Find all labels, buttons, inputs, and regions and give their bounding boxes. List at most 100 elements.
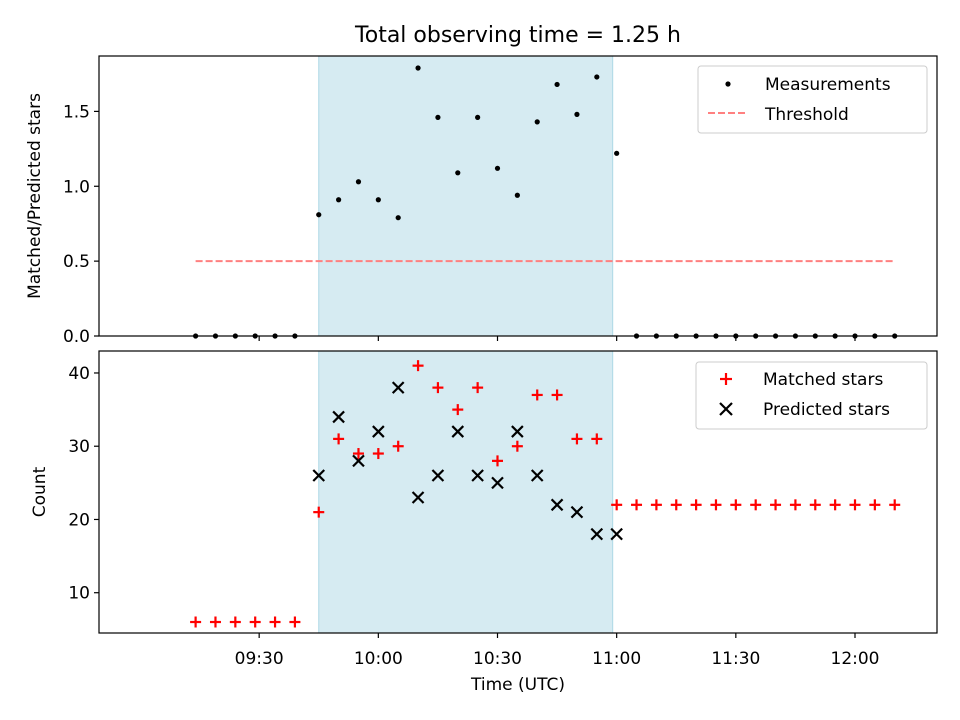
bottom-y-ticks: 10 20 30 40	[68, 364, 99, 604]
top-y-tick-label: 0.5	[63, 252, 90, 272]
predicted-star-point	[411, 491, 425, 504]
bottom-legend-box	[695, 361, 928, 430]
predicted-star-point	[471, 469, 484, 482]
top-legend: Measurements Threshold	[697, 65, 928, 134]
bottom-legend: Matched stars Predicted stars	[695, 361, 928, 430]
top-y-tick-label: 1.0	[63, 177, 90, 197]
legend-threshold-label: Threshold	[764, 105, 849, 125]
measurement-point	[336, 197, 342, 203]
predicted-star-point	[610, 527, 623, 541]
predicted-star-point	[431, 469, 445, 482]
predicted-star-point	[391, 381, 405, 394]
matched-star-point	[249, 616, 261, 628]
legend-matched-label: Matched stars	[763, 370, 883, 390]
predicted-star-point	[511, 425, 524, 438]
measurement-point	[415, 65, 421, 71]
matched-star-point	[829, 499, 841, 511]
measurement-point	[435, 114, 441, 120]
predicted-star-point	[491, 476, 504, 490]
matched-star-point	[313, 506, 325, 518]
x-axis-label: Time (UTC)	[470, 675, 565, 695]
matched-star-point	[849, 499, 861, 511]
bottom-x-tick-label: 11:30	[711, 649, 760, 669]
matched-star-point	[333, 433, 345, 445]
predicted-star-point	[332, 410, 345, 424]
top-y-axis-label: Matched/Predicted stars	[25, 93, 45, 299]
predicted-star-point	[352, 454, 365, 468]
matched-star-point	[269, 616, 281, 628]
matched-star-point	[352, 448, 364, 460]
matched-star-point	[889, 499, 901, 511]
matched-star-point	[789, 499, 801, 511]
predicted-star-point	[530, 469, 544, 482]
bottom-y-axis-label: Count	[30, 466, 50, 517]
measurement-point	[455, 170, 461, 176]
measurement-point	[395, 215, 401, 221]
legend-measurements-label: Measurements	[765, 75, 891, 95]
top-observing-span	[318, 55, 614, 337]
predicted-stars-series	[312, 381, 623, 541]
measurement-point	[534, 119, 540, 125]
top-y-ticks: 0.0 0.5 1.0 1.5	[63, 102, 99, 347]
matched-star-point	[190, 616, 202, 628]
legend-predicted-label: Predicted stars	[763, 400, 890, 420]
predicted-star-point	[372, 425, 385, 438]
bottom-x-tick-label: 10:00	[354, 649, 403, 669]
predicted-star-point	[570, 505, 584, 519]
matched-star-point	[650, 499, 662, 511]
matched-star-point	[551, 389, 563, 401]
matched-star-point	[432, 382, 444, 394]
measurement-point	[475, 114, 481, 120]
bottom-x-tick-label: 11:00	[592, 649, 641, 669]
bottom-y-tick-label: 10	[68, 584, 90, 604]
matched-star-point	[869, 499, 881, 511]
predicted-star-point	[590, 527, 604, 541]
matched-star-point	[229, 616, 241, 628]
measurement-point	[594, 74, 600, 80]
matched-star-point	[492, 455, 503, 467]
matched-stars-series	[190, 360, 901, 628]
matched-star-point	[511, 440, 523, 452]
measurement-point	[514, 192, 520, 198]
measurement-point	[554, 81, 560, 88]
matched-star-point	[209, 616, 221, 628]
matched-star-point	[289, 616, 301, 628]
top-y-tick-label: 0.0	[63, 327, 90, 347]
legend-measurements-marker	[725, 81, 731, 87]
matched-star-point	[571, 433, 583, 445]
chart-title: Total observing time = 1.25 h	[354, 23, 681, 48]
matched-star-point	[631, 499, 643, 511]
matched-star-point	[611, 499, 623, 511]
bottom-y-tick-label: 30	[68, 437, 90, 457]
matched-star-point	[710, 499, 722, 511]
bottom-y-tick-label: 20	[68, 510, 90, 530]
bottom-x-tick-label: 09:30	[235, 649, 284, 669]
bottom-axes-frame	[98, 350, 938, 634]
matched-star-point	[452, 404, 464, 416]
matched-star-point	[809, 499, 821, 511]
matched-star-point	[730, 499, 742, 511]
bottom-x-tick-label: 12:00	[831, 649, 880, 669]
matched-star-point	[412, 360, 424, 372]
measurement-point	[375, 197, 381, 203]
matched-star-point	[750, 499, 762, 511]
predicted-star-point	[451, 425, 465, 438]
matched-star-point	[392, 440, 404, 452]
top-axes-frame	[98, 55, 938, 337]
matched-star-point	[472, 382, 484, 394]
matched-star-point	[531, 389, 543, 401]
top-x-ticks	[258, 336, 856, 341]
bottom-observing-span	[318, 350, 614, 634]
matched-star-point	[372, 448, 384, 460]
predicted-star-point	[550, 498, 564, 512]
measurement-point	[614, 150, 620, 156]
measurement-point	[316, 212, 322, 218]
top-y-tick-label: 1.5	[63, 102, 90, 122]
measurements-series	[193, 65, 898, 339]
matched-star-point	[670, 499, 682, 511]
predicted-star-point	[312, 469, 326, 482]
matched-star-point	[690, 499, 702, 511]
legend-predicted-marker	[719, 402, 733, 416]
